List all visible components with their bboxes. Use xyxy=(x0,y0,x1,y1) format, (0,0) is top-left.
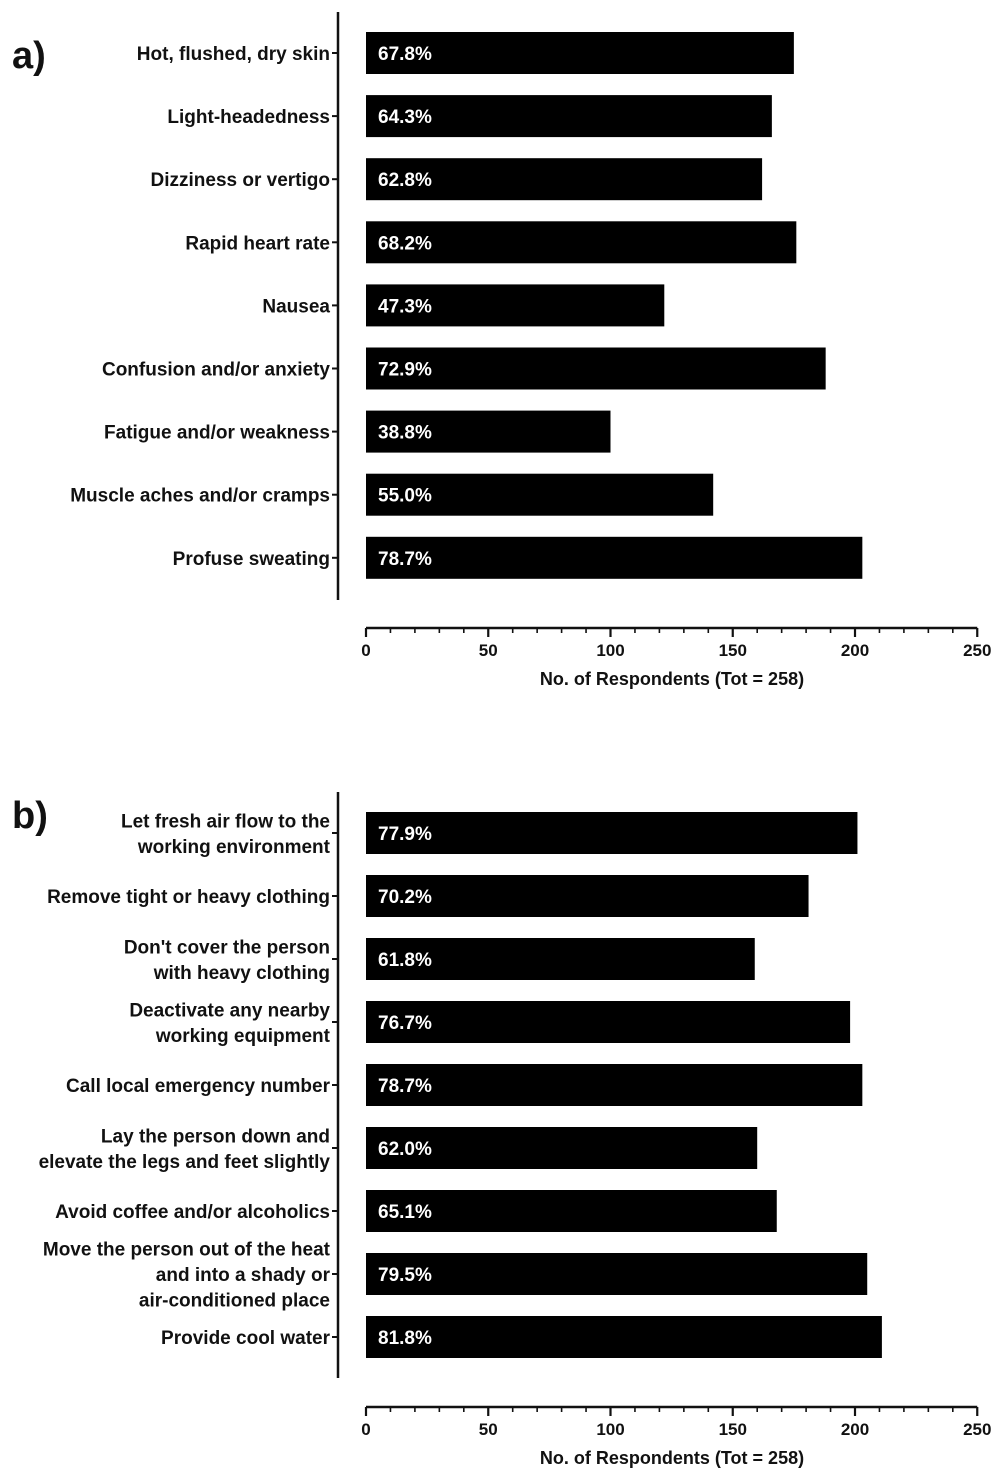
category-label: Move the person out of the heat and into … xyxy=(43,1240,331,1312)
bar xyxy=(366,536,863,579)
chart-panel-b: b) 77.9% Let fresh air flow to the working … xyxy=(12,792,991,1468)
x-axis-title: No. of Respondents (Tot = 258) xyxy=(540,1448,804,1468)
bar xyxy=(366,1127,758,1169)
bar-data-label: 38.8% xyxy=(378,423,432,444)
bar-data-label: 68.2% xyxy=(378,233,432,254)
category-label: Deactivate any nearby working equipment xyxy=(129,1000,330,1047)
category-label: Profuse sweating xyxy=(173,549,330,570)
category-label: Lay the person down and elevate the legs … xyxy=(39,1126,331,1173)
bar-data-label: 62.0% xyxy=(378,1139,432,1160)
bar xyxy=(366,1190,777,1232)
bar xyxy=(366,1001,851,1043)
bar xyxy=(366,284,665,327)
x-tick-label: 250 xyxy=(963,641,991,660)
bar xyxy=(366,410,611,453)
category-label: Don't cover the person with heavy clothin… xyxy=(124,937,330,984)
bar xyxy=(366,1064,863,1106)
bar xyxy=(366,1316,882,1358)
bar-data-label: 72.9% xyxy=(378,360,432,381)
category-label: Confusion and/or anxiety xyxy=(102,360,330,381)
category-label: Call local emergency number xyxy=(66,1076,331,1097)
x-tick-label: 250 xyxy=(963,1420,991,1439)
bar xyxy=(366,812,858,854)
bar xyxy=(366,938,755,980)
x-axis-title: No. of Respondents (Tot = 258) xyxy=(540,669,804,689)
bar-data-label: 77.9% xyxy=(378,824,432,845)
bar xyxy=(366,347,826,390)
bar xyxy=(366,32,794,74)
bar xyxy=(366,158,763,201)
bar-data-label: 64.3% xyxy=(378,107,432,128)
x-tick-label: 200 xyxy=(841,1420,869,1439)
x-tick-label: 200 xyxy=(841,641,869,660)
category-label: Muscle aches and/or cramps xyxy=(70,486,330,507)
x-tick-label: 150 xyxy=(719,641,747,660)
category-label: Avoid coffee and/or alcoholics xyxy=(55,1202,330,1223)
panel-letter: a) xyxy=(12,35,46,77)
bar-data-label: 78.7% xyxy=(378,1076,432,1097)
x-tick-label: 0 xyxy=(361,1420,370,1439)
x-tick-label: 100 xyxy=(596,641,624,660)
category-label: Rapid heart rate xyxy=(185,233,330,254)
bar-data-label: 67.8% xyxy=(378,44,432,65)
category-label: Dizziness or vertigo xyxy=(151,170,331,191)
x-tick-label: 50 xyxy=(479,641,498,660)
bar-data-label: 61.8% xyxy=(378,950,432,971)
bar-data-label: 78.7% xyxy=(378,549,432,570)
category-label: Remove tight or heavy clothing xyxy=(47,887,330,908)
x-tick-label: 0 xyxy=(361,641,370,660)
bar-data-label: 65.1% xyxy=(378,1202,432,1223)
bar-data-label: 70.2% xyxy=(378,887,432,908)
bar xyxy=(366,473,714,516)
bar-data-label: 81.8% xyxy=(378,1328,432,1349)
bar-data-label: 62.8% xyxy=(378,170,432,191)
bar xyxy=(366,1253,868,1295)
chart-panel-a: a) 67.8% Hot, flushed, dry skin 64.3% Light-… xyxy=(12,12,991,689)
panel-letter: b) xyxy=(12,795,48,837)
bar xyxy=(366,95,772,138)
bar-data-label: 76.7% xyxy=(378,1013,432,1034)
category-label: Fatigue and/or weakness xyxy=(104,423,330,444)
bar-data-label: 55.0% xyxy=(378,486,432,507)
category-label: Provide cool water xyxy=(161,1328,331,1349)
bar xyxy=(366,221,797,264)
bar-data-label: 47.3% xyxy=(378,296,432,317)
x-tick-label: 150 xyxy=(719,1420,747,1439)
x-tick-label: 100 xyxy=(596,1420,624,1439)
category-label: Let fresh air flow to the working environ… xyxy=(121,811,331,858)
bar xyxy=(366,875,809,917)
x-tick-label: 50 xyxy=(479,1420,498,1439)
category-label: Hot, flushed, dry skin xyxy=(137,44,330,65)
bar-data-label: 79.5% xyxy=(378,1265,432,1286)
category-label: Light-headedness xyxy=(167,107,330,128)
category-label: Nausea xyxy=(262,296,330,317)
